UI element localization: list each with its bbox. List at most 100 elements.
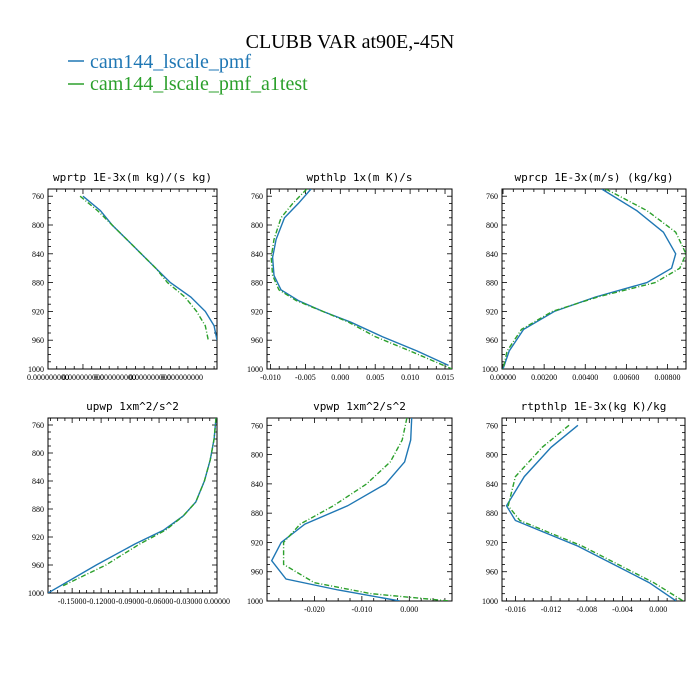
y-tick-label: 960 [251, 336, 263, 345]
series-line-2 [79, 195, 209, 341]
y-tick-label: 840 [486, 480, 498, 489]
y-tick-label: 960 [32, 561, 44, 570]
panel-4: upwp 1xm^2/s^2 760 800 840 880 920 960 1000 -0.1… [28, 400, 230, 606]
x-tick-label: 0.000000000 [94, 373, 136, 382]
y-tick-label: 1000 [247, 365, 263, 374]
x-tick-label: 0.015 [436, 373, 454, 382]
y-tick-label: 880 [486, 509, 498, 518]
y-tick-label: 960 [32, 336, 44, 345]
series-line-1 [505, 424, 677, 601]
series-line-1 [82, 195, 217, 341]
panel-2: wpthlp 1x(m K)/s7608008408809209601000-0… [247, 171, 454, 382]
y-tick-label: 1000 [247, 597, 263, 606]
panel-6: rtpthlp 1E-3x(kg K)/kg 760 800 840 880 920 960… [482, 400, 686, 614]
x-tick-label: 0.000000000 [62, 373, 104, 382]
figure-title: CLUBB VAR at90E,-45N [246, 31, 455, 53]
y-tick-label: 960 [486, 568, 498, 577]
x-tick-label: -0.016 [505, 605, 526, 614]
panel-3: wprcp 1E-3x(m/s) (kg/kg) 760 800 840 880 920 9… [482, 171, 687, 382]
plot-frame [501, 417, 686, 602]
series-line-1 [271, 189, 449, 367]
y-tick-label: 840 [32, 477, 44, 486]
x-tick-label: 0.00400 [572, 373, 598, 382]
y-tick-label: 920 [32, 307, 44, 316]
series-line-1 [48, 418, 217, 593]
series-line-2 [502, 189, 686, 369]
x-tick-label: 0.000 [400, 605, 418, 614]
x-tick-label: -0.06000 [145, 597, 174, 606]
x-tick-label: 0.000000000 [27, 373, 69, 382]
panel-title: rtpthlp 1E-3x(kg K)/kg [521, 400, 667, 413]
y-tick-label: 1000 [28, 365, 44, 374]
y-tick-label: 960 [486, 336, 498, 345]
x-tick-label: -0.010 [352, 605, 373, 614]
panel-title: wprcp 1E-3x(m/s) (kg/kg) [515, 171, 674, 184]
y-tick-label: 880 [251, 509, 263, 518]
y-tick-label: 920 [486, 307, 498, 316]
y-tick-label: 800 [32, 221, 44, 230]
y-tick-label: 880 [486, 279, 498, 288]
series-line-1 [502, 189, 677, 369]
legend-label-2: cam144_lscale_pmf_a1test [90, 73, 308, 95]
y-tick-label: 840 [251, 250, 263, 259]
y-tick-label: 840 [486, 250, 498, 259]
y-tick-label: 800 [32, 449, 44, 458]
y-tick-label: 1000 [482, 597, 498, 606]
legend-label-1: cam144_lscale_pmf [90, 51, 251, 73]
x-tick-label: 0.00600 [613, 373, 639, 382]
panel-title: upwp 1xm^2/s^2 [86, 400, 179, 413]
x-tick-label: 0.00000 [204, 597, 230, 606]
panel-title: wprtp 1E-3x(m kg)/(s kg) [53, 171, 212, 184]
x-tick-label: 0.000000000 [161, 373, 203, 382]
y-tick-label: 800 [486, 451, 498, 460]
x-tick-label: -0.005 [295, 373, 316, 382]
series-line-2 [507, 424, 684, 601]
x-tick-label: 0.00200 [531, 373, 557, 382]
y-tick-label: 920 [251, 307, 263, 316]
panel-title: wpthlp 1x(m K)/s [307, 171, 413, 184]
y-tick-label: 800 [251, 221, 263, 230]
x-tick-label: -0.03000 [174, 597, 203, 606]
y-tick-label: 760 [32, 192, 44, 201]
panels: wprtp 1E-3x(m kg)/(s kg) 760 800 840 880 920 9… [27, 171, 687, 614]
panel-1: wprtp 1E-3x(m kg)/(s kg) 760 800 840 880 920 9… [27, 171, 218, 382]
y-tick-label: 760 [251, 192, 263, 201]
x-tick-label: -0.010 [260, 373, 281, 382]
x-tick-label: 0.000 [649, 605, 667, 614]
series-line-2 [62, 418, 217, 587]
panel-title: vpwp 1xm^2/s^2 [313, 400, 406, 413]
x-tick-label: -0.008 [576, 605, 597, 614]
y-tick-label: 1000 [482, 365, 498, 374]
x-tick-label: -0.004 [612, 605, 633, 614]
x-tick-label: 0.00800 [654, 373, 680, 382]
x-tick-label: -0.15000 [58, 597, 87, 606]
y-tick-label: 880 [32, 505, 44, 514]
x-tick-label: 0.005 [366, 373, 384, 382]
y-tick-label: 800 [486, 221, 498, 230]
y-tick-label: 960 [251, 568, 263, 577]
series-line-2 [270, 189, 452, 369]
x-tick-label: 0.000 [331, 373, 349, 382]
y-tick-label: 840 [32, 250, 44, 259]
y-tick-label: 880 [32, 279, 44, 288]
plot-frame [266, 188, 453, 370]
plot-frame [266, 417, 453, 602]
x-tick-label: -0.020 [304, 605, 325, 614]
y-tick-label: 760 [486, 421, 498, 430]
panel-5: vpwp 1xm^2/s^2 760 800 840 880 920 960 1000 -0.0… [247, 400, 453, 614]
x-tick-label: -0.012 [541, 605, 562, 614]
y-tick-label: 920 [486, 538, 498, 547]
plot-frame [47, 417, 218, 594]
plot-frame [501, 188, 687, 370]
y-tick-label: 920 [32, 533, 44, 542]
x-tick-label: 0.000000000 [129, 373, 171, 382]
x-tick-label: -0.09000 [116, 597, 145, 606]
legend: cam144_lscale_pmf cam144_lscale_pmf_a1te… [68, 51, 308, 95]
y-tick-label: 800 [251, 451, 263, 460]
y-tick-label: 760 [251, 421, 263, 430]
y-tick-label: 880 [251, 279, 263, 288]
series-line-1 [270, 418, 413, 601]
y-tick-label: 1000 [28, 589, 44, 598]
y-tick-label: 920 [251, 538, 263, 547]
